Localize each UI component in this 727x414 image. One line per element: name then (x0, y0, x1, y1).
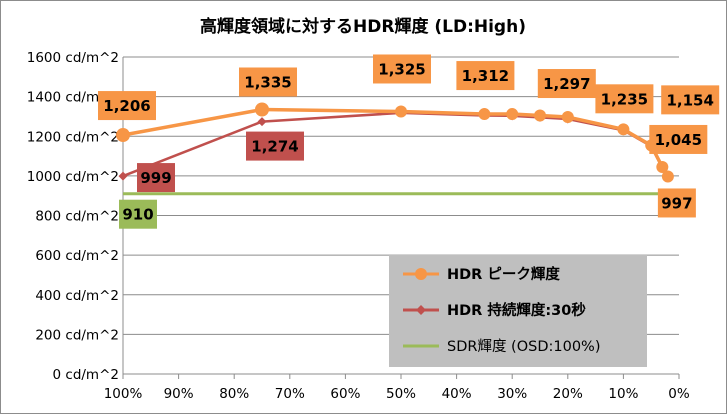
data-label-box (373, 54, 431, 84)
data-label-box (661, 85, 720, 115)
legend-label: SDR輝度 (OSD:100%) (447, 338, 601, 355)
data-label: 1,154 (666, 91, 713, 109)
x-tick-label: 10% (608, 386, 638, 402)
x-tick-label: 90% (164, 386, 194, 402)
sustained-point (257, 117, 267, 127)
peak-point (506, 108, 519, 121)
data-label: 997 (661, 194, 692, 212)
legend-label: HDR ピーク輝度 (447, 265, 560, 283)
x-tick-label: 100% (104, 386, 143, 402)
series-layer (116, 102, 679, 196)
y-tick-label: 0 cd/m^2 (53, 367, 119, 383)
data-label-box (98, 91, 156, 121)
data-label: 1,274 (251, 138, 298, 156)
y-tick-label: 400 cd/m^2 (35, 288, 119, 304)
x-tick-label: 80% (219, 386, 249, 402)
data-label: 1,335 (244, 74, 291, 92)
x-tick-label: 50% (386, 386, 416, 402)
legend-swatch-marker (416, 305, 426, 315)
peak-point (656, 160, 669, 173)
y-tick-label: 800 cd/m^2 (35, 209, 119, 225)
data-label-box (456, 61, 515, 91)
data-label: 1,045 (655, 131, 702, 149)
x-tick-label: 0% (668, 386, 690, 402)
y-tick-label: 1200 cd/m^2 (27, 129, 119, 145)
x-tick-label: 70% (275, 386, 305, 402)
data-label-box (119, 199, 157, 229)
x-tick-label: 20% (553, 386, 583, 402)
data-label-box (649, 124, 708, 154)
label-layer: 1,206 1,335 1,325 1,312 1,297 1,235 1,154 1,045… (98, 54, 720, 229)
y-tick-label: 1400 cd/m^2 (27, 90, 119, 106)
peak-point (395, 105, 407, 118)
data-label-box (537, 69, 596, 99)
data-label-box (137, 163, 175, 193)
peak-point (255, 102, 269, 117)
x-tick-label: 30% (497, 386, 527, 402)
data-label-box (595, 84, 654, 114)
peak-point (617, 123, 630, 136)
y-tick-label: 600 cd/m^2 (35, 248, 119, 264)
peak-point (116, 128, 130, 143)
data-label-box (246, 131, 304, 161)
data-label-box (239, 67, 297, 97)
data-label: 999 (140, 169, 171, 187)
chart-title: 高輝度領域に対するHDR輝度 (LD:High) (200, 16, 526, 37)
peak-point (661, 170, 674, 183)
x-tick-label: 40% (442, 386, 472, 402)
legend: HDR ピーク輝度 HDR 持続輝度:30秒 SDR輝度 (OSD:100%) (389, 255, 647, 367)
axis-layer: 0 cd/m^2 200 cd/m^2 400 cd/m^2 600 cd/m^2 80… (27, 50, 690, 402)
y-tick-label: 1000 cd/m^2 (27, 169, 119, 185)
legend-label: HDR 持続輝度:30秒 (447, 301, 586, 319)
data-label: 1,325 (378, 60, 425, 78)
y-tick-label: 1600 cd/m^2 (27, 50, 119, 66)
x-tick-label: 60% (330, 386, 360, 402)
data-label: 910 (122, 206, 153, 224)
data-label: 1,206 (103, 97, 150, 115)
data-label: 1,297 (543, 75, 590, 93)
sustained-point (118, 171, 128, 181)
peak-point (561, 111, 574, 124)
peak-point (534, 109, 546, 122)
data-label: 1,235 (601, 90, 648, 108)
data-label: 1,312 (462, 67, 509, 85)
data-label-box (657, 188, 696, 218)
peak-point (478, 108, 491, 121)
y-tick-label: 200 cd/m^2 (35, 327, 119, 343)
legend-swatch-marker (415, 268, 427, 280)
